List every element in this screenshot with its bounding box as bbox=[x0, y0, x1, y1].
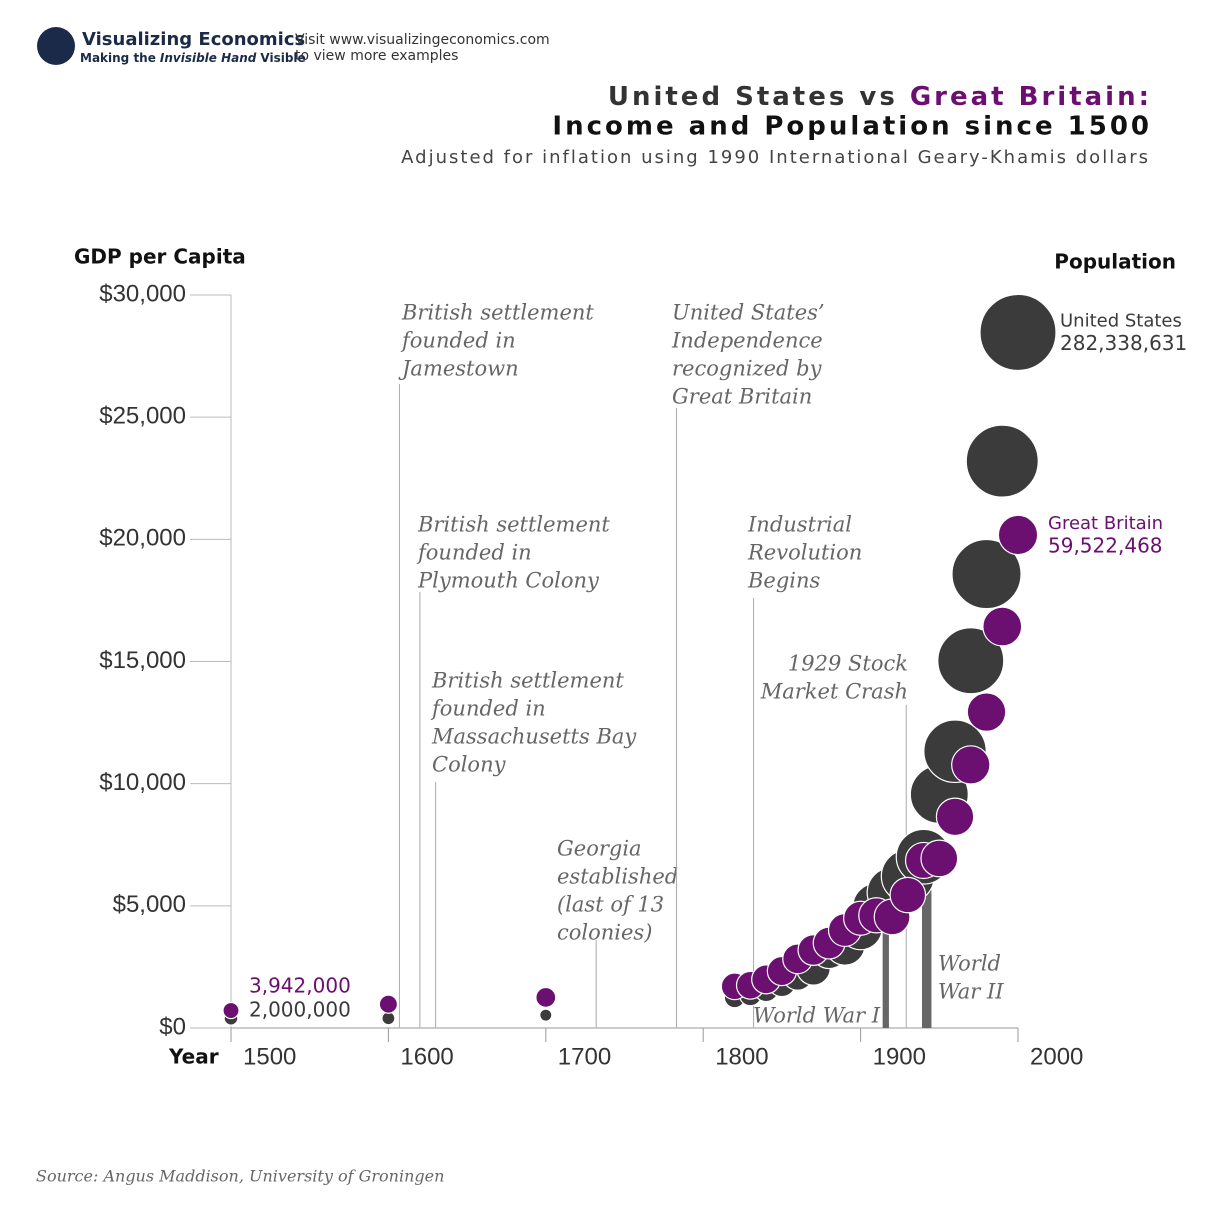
tagline-part: Visible bbox=[260, 51, 305, 65]
size-value-label: 2,000,000 bbox=[249, 998, 351, 1022]
y-tick-label: $0 bbox=[159, 1013, 186, 1040]
tagline-part: Making the bbox=[80, 51, 156, 65]
event-label: Independence bbox=[671, 329, 823, 353]
chart-title: United States vs Great Britain: bbox=[608, 82, 1152, 112]
event-label: Revolution bbox=[747, 541, 862, 565]
series-name: United States bbox=[1060, 310, 1182, 331]
event-label: United States’ bbox=[672, 301, 825, 325]
visit-text: Visit www.visualizingeconomics.com bbox=[295, 32, 550, 48]
size-value-label: 282,338,631 bbox=[1060, 331, 1187, 355]
bubble bbox=[539, 1008, 553, 1022]
event-label: (last of 13 bbox=[557, 893, 664, 917]
title-part: Great Britain: bbox=[910, 82, 1152, 112]
bubble bbox=[937, 627, 1005, 695]
event-label: British settlement bbox=[401, 301, 594, 325]
event-label: founded in bbox=[400, 329, 516, 353]
title-part: United States vs bbox=[608, 82, 898, 112]
chart-subtitle: Adjusted for inflation using 1990 Intern… bbox=[401, 147, 1150, 168]
size-label: Population bbox=[1054, 250, 1176, 274]
event-label: Georgia bbox=[557, 837, 642, 861]
event-label: founded in bbox=[430, 697, 546, 721]
logo-icon bbox=[37, 27, 75, 65]
logo-tagline: Making the Invisible Hand Visible bbox=[80, 51, 306, 65]
event-label: British settlement bbox=[431, 669, 624, 693]
event-label: Massachusetts Bay bbox=[431, 725, 637, 749]
tagline-part: Invisible Hand bbox=[160, 51, 257, 65]
source: Source: Angus Maddison, University of Gr… bbox=[36, 1167, 444, 1186]
series-name: Great Britain bbox=[1048, 513, 1163, 534]
size-value-label: 3,942,000 bbox=[249, 974, 351, 998]
y-tick-label: $10,000 bbox=[99, 769, 186, 796]
bubble bbox=[965, 424, 1039, 498]
x-tick-label: 1700 bbox=[558, 1043, 611, 1070]
event-label: Begins bbox=[747, 569, 821, 593]
event-label: Colony bbox=[432, 753, 507, 777]
event-label: Jamestown bbox=[398, 357, 519, 381]
y-tick-label: $20,000 bbox=[99, 525, 186, 552]
bubble bbox=[982, 606, 1023, 647]
bubble bbox=[535, 986, 557, 1008]
bubble bbox=[966, 692, 1007, 732]
bubble bbox=[951, 745, 991, 785]
war-label: World War I bbox=[753, 1004, 881, 1028]
event-label: Market Crash bbox=[760, 680, 908, 704]
visit-text: to view more examples bbox=[295, 48, 458, 64]
bubble bbox=[920, 839, 959, 878]
x-tick-label: 1800 bbox=[715, 1043, 768, 1070]
x-axis-label: Year bbox=[168, 1045, 219, 1069]
event-label: recognized by bbox=[672, 357, 823, 381]
x-tick-label: 1900 bbox=[873, 1043, 926, 1070]
x-tick-label: 1600 bbox=[400, 1043, 453, 1070]
bubble bbox=[222, 1001, 240, 1020]
y-tick-label: $25,000 bbox=[99, 403, 186, 430]
event-label: established bbox=[557, 865, 678, 889]
war-label: War II bbox=[938, 980, 1004, 1004]
event-label: British settlement bbox=[417, 513, 610, 537]
event-label: Plymouth Colony bbox=[417, 569, 600, 593]
war-label: World bbox=[938, 952, 1001, 976]
y-tick-label: $15,000 bbox=[99, 647, 186, 674]
bubble bbox=[951, 538, 1022, 610]
bubble bbox=[935, 797, 975, 837]
bubble bbox=[997, 514, 1039, 556]
bubble bbox=[979, 293, 1057, 372]
bubble bbox=[378, 994, 399, 1014]
logo-name: Visualizing Economics bbox=[82, 29, 305, 50]
event-label: colonies) bbox=[557, 921, 652, 945]
event-label: founded in bbox=[416, 541, 532, 565]
y-tick-label: $5,000 bbox=[113, 891, 186, 918]
y-axis-label: GDP per Capita bbox=[74, 245, 246, 269]
size-value-label: 59,522,468 bbox=[1048, 533, 1163, 557]
war-bar bbox=[882, 900, 889, 1028]
x-tick-label: 1500 bbox=[243, 1043, 296, 1070]
event-label: Great Britain bbox=[672, 385, 812, 409]
event-label: 1929 Stock bbox=[788, 652, 908, 676]
x-tick-label: 2000 bbox=[1030, 1043, 1083, 1070]
chart-title: Income and Population since 1500 bbox=[552, 112, 1152, 142]
bubble bbox=[889, 876, 927, 914]
war-bar bbox=[921, 880, 932, 1028]
event-label: Industrial bbox=[747, 513, 852, 537]
y-tick-label: $30,000 bbox=[99, 280, 186, 307]
